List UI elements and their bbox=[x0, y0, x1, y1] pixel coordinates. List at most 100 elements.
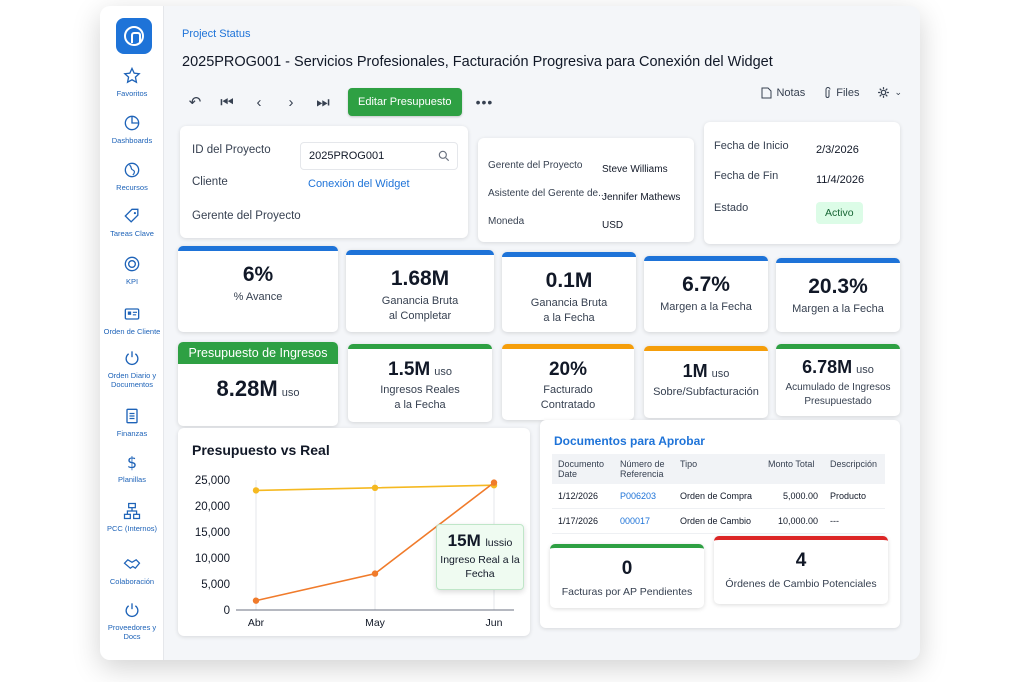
sidebar-item-pcc[interactable]: PCC (Internos) bbox=[100, 501, 164, 533]
sidebar-item-kpi[interactable]: KPI bbox=[100, 254, 164, 286]
settings-button[interactable]: ⌄ bbox=[877, 86, 902, 99]
sidebar-item-label: PCC (Internos) bbox=[106, 524, 157, 533]
project-id-label: ID del Proyecto bbox=[192, 144, 271, 156]
column-header[interactable]: Monto Total bbox=[762, 454, 824, 484]
tooltip-value: 15M bbox=[447, 531, 481, 550]
sidebar-item-label: Finanzas bbox=[116, 429, 148, 438]
table-row[interactable]: 1/12/2026 P006203 Orden de Compra 5,000.… bbox=[552, 484, 885, 509]
x-tick-label: Jun bbox=[486, 617, 503, 629]
doc-description: --- bbox=[824, 508, 885, 534]
doc-reference-link[interactable]: 000017 bbox=[614, 508, 674, 534]
page-title: 2025PROG001 - Servicios Profesionales, F… bbox=[182, 54, 773, 70]
column-header[interactable]: Tipo bbox=[674, 454, 762, 484]
sidebar-item-tareas-clave[interactable]: Tareas Clave bbox=[100, 206, 164, 238]
end-date-value: 11/4/2026 bbox=[816, 174, 865, 186]
chevron-down-icon: ⌄ bbox=[894, 87, 902, 97]
previous-icon[interactable]: ‹ bbox=[256, 93, 262, 111]
sidebar-item-dashboards[interactable]: Dashboards bbox=[100, 113, 164, 145]
end-date-label: Fecha de Fin bbox=[714, 170, 779, 182]
column-header[interactable]: Documento Date bbox=[552, 454, 614, 484]
budget-value-row: 8.28M uso bbox=[178, 376, 338, 402]
line-chart: 0 5,000 10,000 15,000 20,000 25,000 Abr May Jun bbox=[195, 475, 514, 629]
table-row[interactable]: 1/17/2026 000017 Orden de Cambio 10,000.… bbox=[552, 508, 885, 534]
sidebar-item-colaboracion[interactable]: Colaboración bbox=[100, 554, 164, 586]
kpi-label: Margen a la Fecha bbox=[792, 303, 884, 315]
kpi-progress: 6% % Avance bbox=[178, 246, 338, 332]
y-tick-label: 0 bbox=[224, 605, 230, 617]
dollar-icon: $ bbox=[127, 453, 137, 472]
sidebar-item-label: Favoritos bbox=[116, 89, 148, 98]
kpi-margin-date: 6.7% Margen a la Fecha bbox=[644, 256, 768, 332]
chart-title: Presupuesto vs Real bbox=[192, 442, 330, 458]
kpi-label: Facturado Contratado bbox=[540, 384, 596, 412]
sidebar-item-proveedores[interactable]: Proveedores y Docs bbox=[100, 600, 164, 641]
kpi-label: Acumulado de Ingresos Presupuestado bbox=[785, 382, 891, 407]
change-orders-label: Órdenes de Cambio Potenciales bbox=[725, 578, 877, 590]
first-page-icon[interactable]: ⏮ bbox=[220, 93, 234, 111]
notes-button[interactable]: Notas bbox=[761, 87, 805, 99]
sidebar-item-orden-de-cliente[interactable]: Orden de Cliente bbox=[100, 304, 164, 336]
column-header[interactable]: Descripción bbox=[824, 454, 885, 484]
doc-amount: 10,000.00 bbox=[762, 508, 824, 534]
x-tick-label: May bbox=[365, 617, 386, 629]
kpi-value-row: 6.78M uso bbox=[776, 357, 900, 378]
table-header-row: Documento Date Número de Referencia Tipo… bbox=[552, 454, 885, 484]
change-orders-value: 4 bbox=[795, 550, 807, 571]
kpi-unit: uso bbox=[856, 364, 874, 376]
sidebar-item-favoritos[interactable]: Favoritos bbox=[100, 66, 164, 98]
budget-unit: uso bbox=[281, 387, 300, 399]
assistant-label: Asistente del Gerente de... bbox=[488, 188, 607, 199]
kpi-value: 1M bbox=[682, 361, 708, 381]
next-icon[interactable]: › bbox=[288, 93, 294, 111]
doc-reference-link[interactable]: P006203 bbox=[614, 484, 674, 509]
network-icon bbox=[123, 502, 141, 520]
target-icon bbox=[124, 256, 140, 272]
project-info-card: ID del Proyecto 2025PROG001 Cliente Cone… bbox=[180, 126, 468, 238]
pie-chart-icon bbox=[124, 115, 140, 131]
files-button[interactable]: Files bbox=[823, 87, 859, 99]
breadcrumb[interactable]: Project Status bbox=[182, 28, 251, 40]
y-tick-label: 25,000 bbox=[195, 475, 230, 487]
manager-value: Steve Williams bbox=[602, 164, 668, 175]
doc-description: Producto bbox=[824, 484, 885, 509]
sidebar-item-label: Planillas bbox=[118, 475, 146, 484]
assistant-value: Jennifer Mathews bbox=[602, 192, 681, 203]
last-page-icon[interactable]: ⏭ bbox=[316, 93, 330, 111]
files-label: Files bbox=[836, 86, 860, 99]
app-logo-icon[interactable] bbox=[116, 18, 152, 54]
column-header[interactable]: Número de Referencia bbox=[614, 454, 674, 484]
data-point bbox=[252, 487, 260, 494]
project-id-field[interactable]: 2025PROG001 bbox=[300, 142, 458, 170]
sidebar-item-orden-diario[interactable]: Orden Diario y Documentos bbox=[100, 348, 164, 389]
notes-label: Notas bbox=[776, 86, 806, 99]
chart-tooltip: 15M lussio Ingreso Real a la Fecha bbox=[436, 524, 524, 590]
status-label: Estado bbox=[714, 202, 749, 214]
sidebar-item-finanzas[interactable]: Finanzas bbox=[100, 406, 164, 438]
search-icon[interactable] bbox=[437, 149, 451, 163]
budget-vs-actual-card: Presupuesto vs Real 0 5,000 10,000 15,000 20… bbox=[178, 428, 530, 636]
top-actions: Notas Files ⌄ bbox=[761, 86, 902, 99]
globe-icon bbox=[124, 162, 140, 178]
x-tick-label: Abr bbox=[248, 617, 265, 629]
kpi-budget-accumulated: 6.78M uso Acumulado de Ingresos Presupues… bbox=[776, 344, 900, 416]
budget-value: 8.28M bbox=[216, 376, 278, 401]
undo-icon[interactable]: ↶ bbox=[188, 94, 202, 111]
sidebar-item-recursos[interactable]: Recursos bbox=[100, 160, 164, 192]
kpi-label: Ganancia Bruta a la Fecha bbox=[530, 297, 608, 325]
data-point bbox=[371, 484, 379, 491]
change-orders-card: 4 Órdenes de Cambio Potenciales bbox=[714, 536, 888, 604]
kpi-billed: 20% Facturado Contratado bbox=[502, 344, 634, 420]
pending-invoices-label: Facturas por AP Pendientes bbox=[561, 586, 693, 598]
client-link[interactable]: Conexión del Widget bbox=[308, 178, 410, 190]
kpi-label: % Avance bbox=[233, 291, 283, 303]
kpi-unit: uso bbox=[711, 368, 730, 380]
currency-label: Moneda bbox=[488, 216, 525, 227]
sidebar-item-label: Colaboración bbox=[109, 577, 155, 586]
sidebar-item-planillas[interactable]: $ Planillas bbox=[100, 452, 164, 484]
team-card: Gerente del Proyecto Steve Williams Asis… bbox=[478, 138, 694, 242]
manager-label: Gerente del Proyecto bbox=[488, 160, 583, 171]
budget-card: Presupuesto de Ingresos 8.28M uso bbox=[178, 342, 338, 426]
y-tick-label: 5,000 bbox=[201, 579, 230, 591]
more-options-icon[interactable]: ••• bbox=[475, 94, 494, 110]
edit-budget-button[interactable]: Editar Presupuesto bbox=[348, 88, 462, 116]
